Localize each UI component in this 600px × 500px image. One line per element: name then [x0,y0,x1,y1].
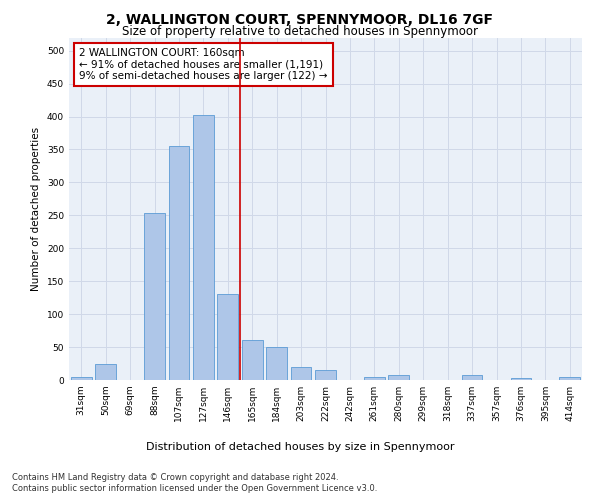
Bar [388,376,409,380]
Bar [461,376,482,380]
Text: Contains public sector information licensed under the Open Government Licence v3: Contains public sector information licen… [12,484,377,493]
Bar [193,115,214,380]
Bar [511,378,532,380]
Bar [315,370,336,380]
Bar [169,146,190,380]
Y-axis label: Number of detached properties: Number of detached properties [31,126,41,291]
Bar [559,376,580,380]
Text: Contains HM Land Registry data © Crown copyright and database right 2024.: Contains HM Land Registry data © Crown c… [12,472,338,482]
Bar [242,340,263,380]
Bar [266,347,287,380]
Bar [71,376,92,380]
Text: 2 WALLINGTON COURT: 160sqm
← 91% of detached houses are smaller (1,191)
9% of se: 2 WALLINGTON COURT: 160sqm ← 91% of deta… [79,48,328,81]
Text: 2, WALLINGTON COURT, SPENNYMOOR, DL16 7GF: 2, WALLINGTON COURT, SPENNYMOOR, DL16 7G… [107,12,493,26]
Bar [290,367,311,380]
Bar [144,214,165,380]
Bar [217,294,238,380]
Bar [364,376,385,380]
Bar [95,364,116,380]
Text: Size of property relative to detached houses in Spennymoor: Size of property relative to detached ho… [122,25,478,38]
Text: Distribution of detached houses by size in Spennymoor: Distribution of detached houses by size … [146,442,454,452]
